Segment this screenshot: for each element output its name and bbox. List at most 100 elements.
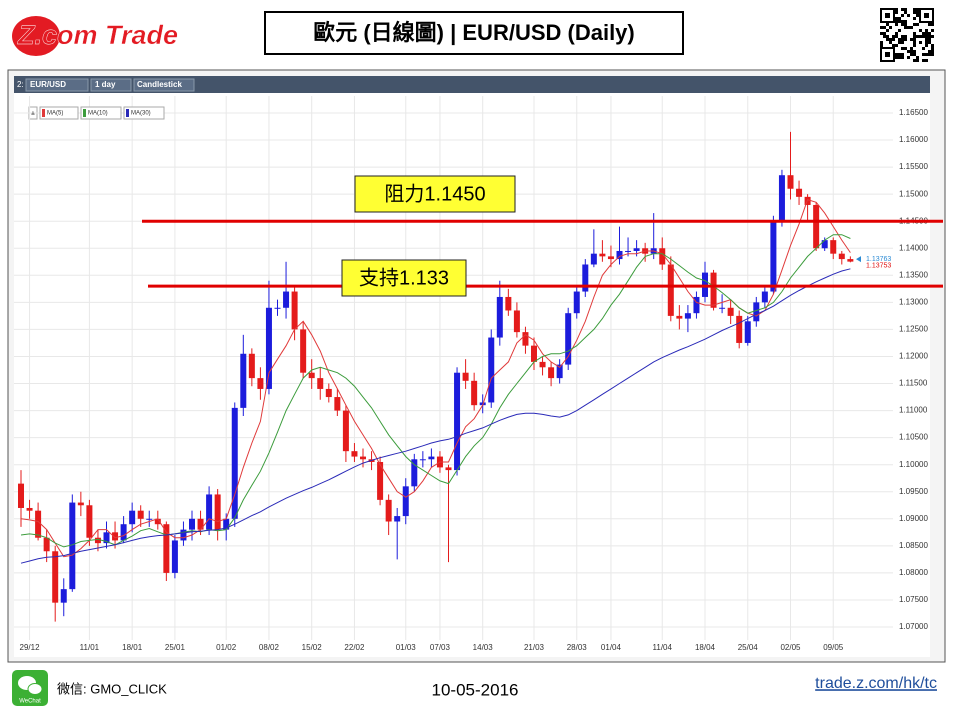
- y-tick-label: 1.07000: [899, 622, 928, 631]
- qr-cell: [886, 29, 889, 32]
- candle-body: [394, 516, 401, 522]
- legend-swatch: [126, 109, 129, 117]
- qr-cell: [913, 41, 916, 44]
- qr-cell: [904, 8, 907, 11]
- candle-body: [43, 537, 50, 552]
- candle-body: [351, 451, 358, 457]
- qr-cell: [901, 23, 904, 26]
- wechat-bubble: [27, 683, 43, 695]
- qr-cell: [928, 23, 931, 26]
- candle-body: [137, 510, 144, 519]
- qr-cell: [913, 38, 916, 41]
- candle-body: [471, 380, 478, 406]
- qr-cell: [904, 47, 907, 50]
- qr-cell: [901, 47, 904, 50]
- qr-cell: [910, 47, 913, 50]
- qr-cell: [883, 26, 886, 29]
- candle-body: [599, 253, 606, 257]
- candle-body: [633, 248, 640, 251]
- qr-cell: [913, 35, 916, 38]
- x-tick-label: 15/02: [302, 643, 323, 652]
- candle-body: [240, 353, 247, 408]
- qr-cell: [910, 38, 913, 41]
- y-tick-label: 1.09000: [899, 514, 928, 523]
- candle-body: [719, 307, 726, 309]
- toolbar-interval[interactable]: 1 day: [95, 80, 116, 89]
- url[interactable]: trade.z.com/hk/tc: [815, 675, 937, 692]
- qr-cell: [910, 26, 913, 29]
- y-tick-label: 1.08000: [899, 568, 928, 577]
- x-tick-label: 08/02: [259, 643, 280, 652]
- toolbar-symbol[interactable]: EUR/USD: [30, 80, 66, 89]
- qr-cell: [898, 29, 901, 32]
- toolbar-button[interactable]: [25, 78, 89, 92]
- x-tick-label: 14/03: [473, 643, 494, 652]
- y-tick-label: 1.11000: [899, 406, 928, 415]
- qr-cell: [931, 53, 934, 56]
- candle-body: [325, 388, 332, 398]
- qr-cell: [928, 38, 931, 41]
- qr-cell: [880, 26, 883, 29]
- qr-cell: [898, 17, 901, 20]
- candle-body: [129, 510, 136, 525]
- qr-cell: [880, 41, 883, 44]
- qr-cell: [925, 38, 928, 41]
- qr-code: [880, 8, 934, 62]
- candle-body: [565, 313, 572, 365]
- qr-cell: [928, 50, 931, 53]
- toolbar-style[interactable]: Candlestick: [137, 80, 182, 89]
- qr-cell: [925, 59, 928, 62]
- toolbar-button[interactable]: [90, 78, 132, 92]
- toolbar-button[interactable]: [133, 78, 195, 92]
- qr-cell: [931, 47, 934, 50]
- candle-body: [753, 302, 760, 322]
- level-label: 阻力1.1450: [384, 182, 485, 205]
- qr-cell: [880, 32, 883, 35]
- level-box: [354, 175, 516, 213]
- y-tick-label: 1.10500: [899, 433, 928, 442]
- qr-cell: [922, 47, 925, 50]
- x-tick-label: 28/03: [567, 643, 588, 652]
- qr-cell: [916, 14, 919, 17]
- qr-cell: [925, 32, 928, 35]
- qr-cell: [886, 35, 889, 38]
- x-tick-label: 02/05: [780, 643, 801, 652]
- legend-box: [123, 106, 165, 120]
- candle-body: [462, 372, 469, 381]
- qr-cell: [904, 26, 907, 29]
- qr-cell: [901, 8, 904, 11]
- qr-cell: [898, 56, 901, 59]
- qr-cell: [916, 23, 919, 26]
- qr-cell: [922, 32, 925, 35]
- candle-body: [283, 291, 290, 308]
- candle-body: [402, 486, 409, 517]
- candle-body: [667, 264, 674, 316]
- qr-cell: [922, 35, 925, 38]
- x-tick-label: 18/04: [695, 643, 716, 652]
- candle-body: [52, 551, 59, 603]
- y-tick-label: 1.12500: [899, 325, 928, 334]
- y-tick-label: 1.11500: [899, 379, 928, 388]
- qr-cell: [913, 32, 916, 35]
- candle-body: [556, 364, 563, 379]
- qr-cell: [886, 23, 889, 26]
- legend-toggle-icon[interactable]: ▲: [30, 111, 36, 117]
- candle-body: [291, 291, 298, 330]
- x-tick-label: 22/02: [344, 643, 365, 652]
- qr-cell: [895, 23, 898, 26]
- candle-body: [308, 372, 315, 379]
- qr-cell: [895, 17, 898, 20]
- y-tick-label: 1.16000: [899, 135, 928, 144]
- qr-cell: [931, 23, 934, 26]
- qr-cell: [913, 59, 916, 62]
- candle-body: [582, 264, 589, 292]
- candle-body: [377, 461, 384, 500]
- qr-cell: [919, 35, 922, 38]
- candle-body: [35, 510, 42, 538]
- qr-cell: [892, 35, 895, 38]
- qr-cell: [931, 29, 934, 32]
- candle-body: [727, 307, 734, 316]
- candle-body: [112, 532, 119, 541]
- candle-body: [659, 248, 666, 265]
- qr-cell: [901, 38, 904, 41]
